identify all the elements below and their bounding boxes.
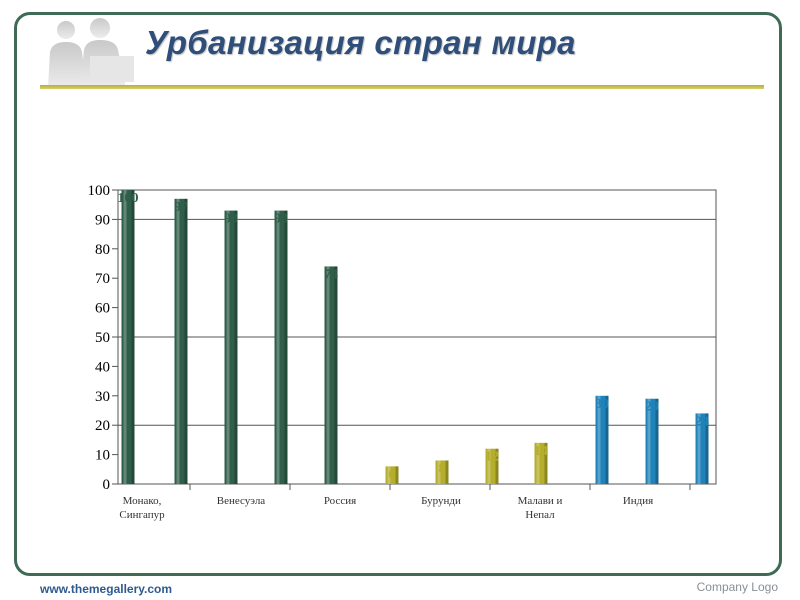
data-label: 30: [595, 397, 609, 412]
bar: [121, 190, 135, 484]
bar: [224, 210, 238, 484]
company-logo-text: Company Logo: [696, 580, 778, 594]
category-label: Россия: [324, 495, 356, 507]
data-label: 12: [485, 450, 499, 465]
y-tick-label: 90: [95, 212, 110, 228]
chart-bars: [121, 190, 709, 484]
chart-labels: 100 97 93 93 74 6 8 12 14 30 29 24 Монако, Сингапур Ве…: [118, 191, 710, 521]
data-label: 29: [645, 400, 659, 415]
y-tick-label: 100: [88, 183, 111, 199]
y-tick-label: 0: [103, 477, 111, 493]
data-label: 97: [174, 200, 188, 215]
y-tick-label: 10: [95, 448, 110, 464]
bar-highlight: [326, 266, 330, 484]
bar-shade: [655, 398, 659, 484]
chart-axes: 0 10 20 30 40 50 60 70 80 90 100: [88, 183, 717, 493]
y-tick-label: 20: [95, 418, 110, 434]
bar-highlight: [437, 460, 441, 484]
bar-shade: [334, 266, 338, 484]
bar-highlight: [176, 198, 180, 484]
bar-shade: [544, 442, 548, 484]
data-label: 14: [534, 444, 548, 459]
y-tick-label: 30: [95, 389, 110, 405]
bar-shade: [605, 395, 609, 484]
data-label: 24: [695, 414, 709, 429]
bar-shade: [234, 210, 238, 484]
y-tick-label: 60: [95, 301, 110, 317]
bar-highlight: [276, 210, 280, 484]
category-label: Монако, Сингапур: [119, 495, 165, 521]
y-tick-label: 70: [95, 271, 110, 287]
y-tick-label: 80: [95, 242, 110, 258]
bar: [485, 448, 499, 484]
bar-shade: [184, 198, 188, 484]
data-label: 93: [274, 212, 288, 227]
bar: [385, 466, 399, 484]
chart-grid: [118, 218, 716, 426]
bar: [274, 210, 288, 484]
bar-shade: [395, 466, 399, 484]
data-label: 6: [389, 467, 396, 482]
data-label: 8: [439, 461, 446, 476]
bar-shade: [705, 413, 709, 484]
data-label: 74: [324, 267, 338, 282]
bar-highlight: [123, 190, 127, 484]
category-label: Малави и Непал: [518, 495, 563, 521]
bar-highlight: [226, 210, 230, 484]
bar-shade: [445, 460, 449, 484]
bar-highlight: [536, 442, 540, 484]
bar-highlight: [597, 395, 601, 484]
bar-highlight: [697, 413, 701, 484]
footer-url[interactable]: www.themegallery.com: [40, 582, 173, 596]
data-label: 100: [118, 191, 139, 206]
bar: [324, 266, 338, 484]
bar: [695, 413, 709, 484]
data-label: 93: [224, 212, 238, 227]
bar: [595, 395, 609, 484]
bar: [534, 442, 548, 484]
bar-highlight: [487, 448, 491, 484]
bar-highlight: [387, 466, 391, 484]
slide-title: Урбанизация стран мира: [145, 24, 576, 61]
category-label: Индия: [623, 495, 653, 507]
category-label: Бурунди: [421, 495, 461, 507]
y-tick-label: 40: [95, 359, 110, 375]
title-divider: [40, 85, 764, 89]
bar: [435, 460, 449, 484]
bar-shade: [131, 190, 135, 484]
bar: [174, 198, 188, 484]
business-people-icon: [48, 18, 134, 88]
bar-shade: [284, 210, 288, 484]
bar-shade: [495, 448, 499, 484]
bar-highlight: [647, 398, 651, 484]
y-tick-label: 50: [95, 330, 110, 346]
bar: [645, 398, 659, 484]
category-label: Венесуэла: [217, 495, 266, 507]
